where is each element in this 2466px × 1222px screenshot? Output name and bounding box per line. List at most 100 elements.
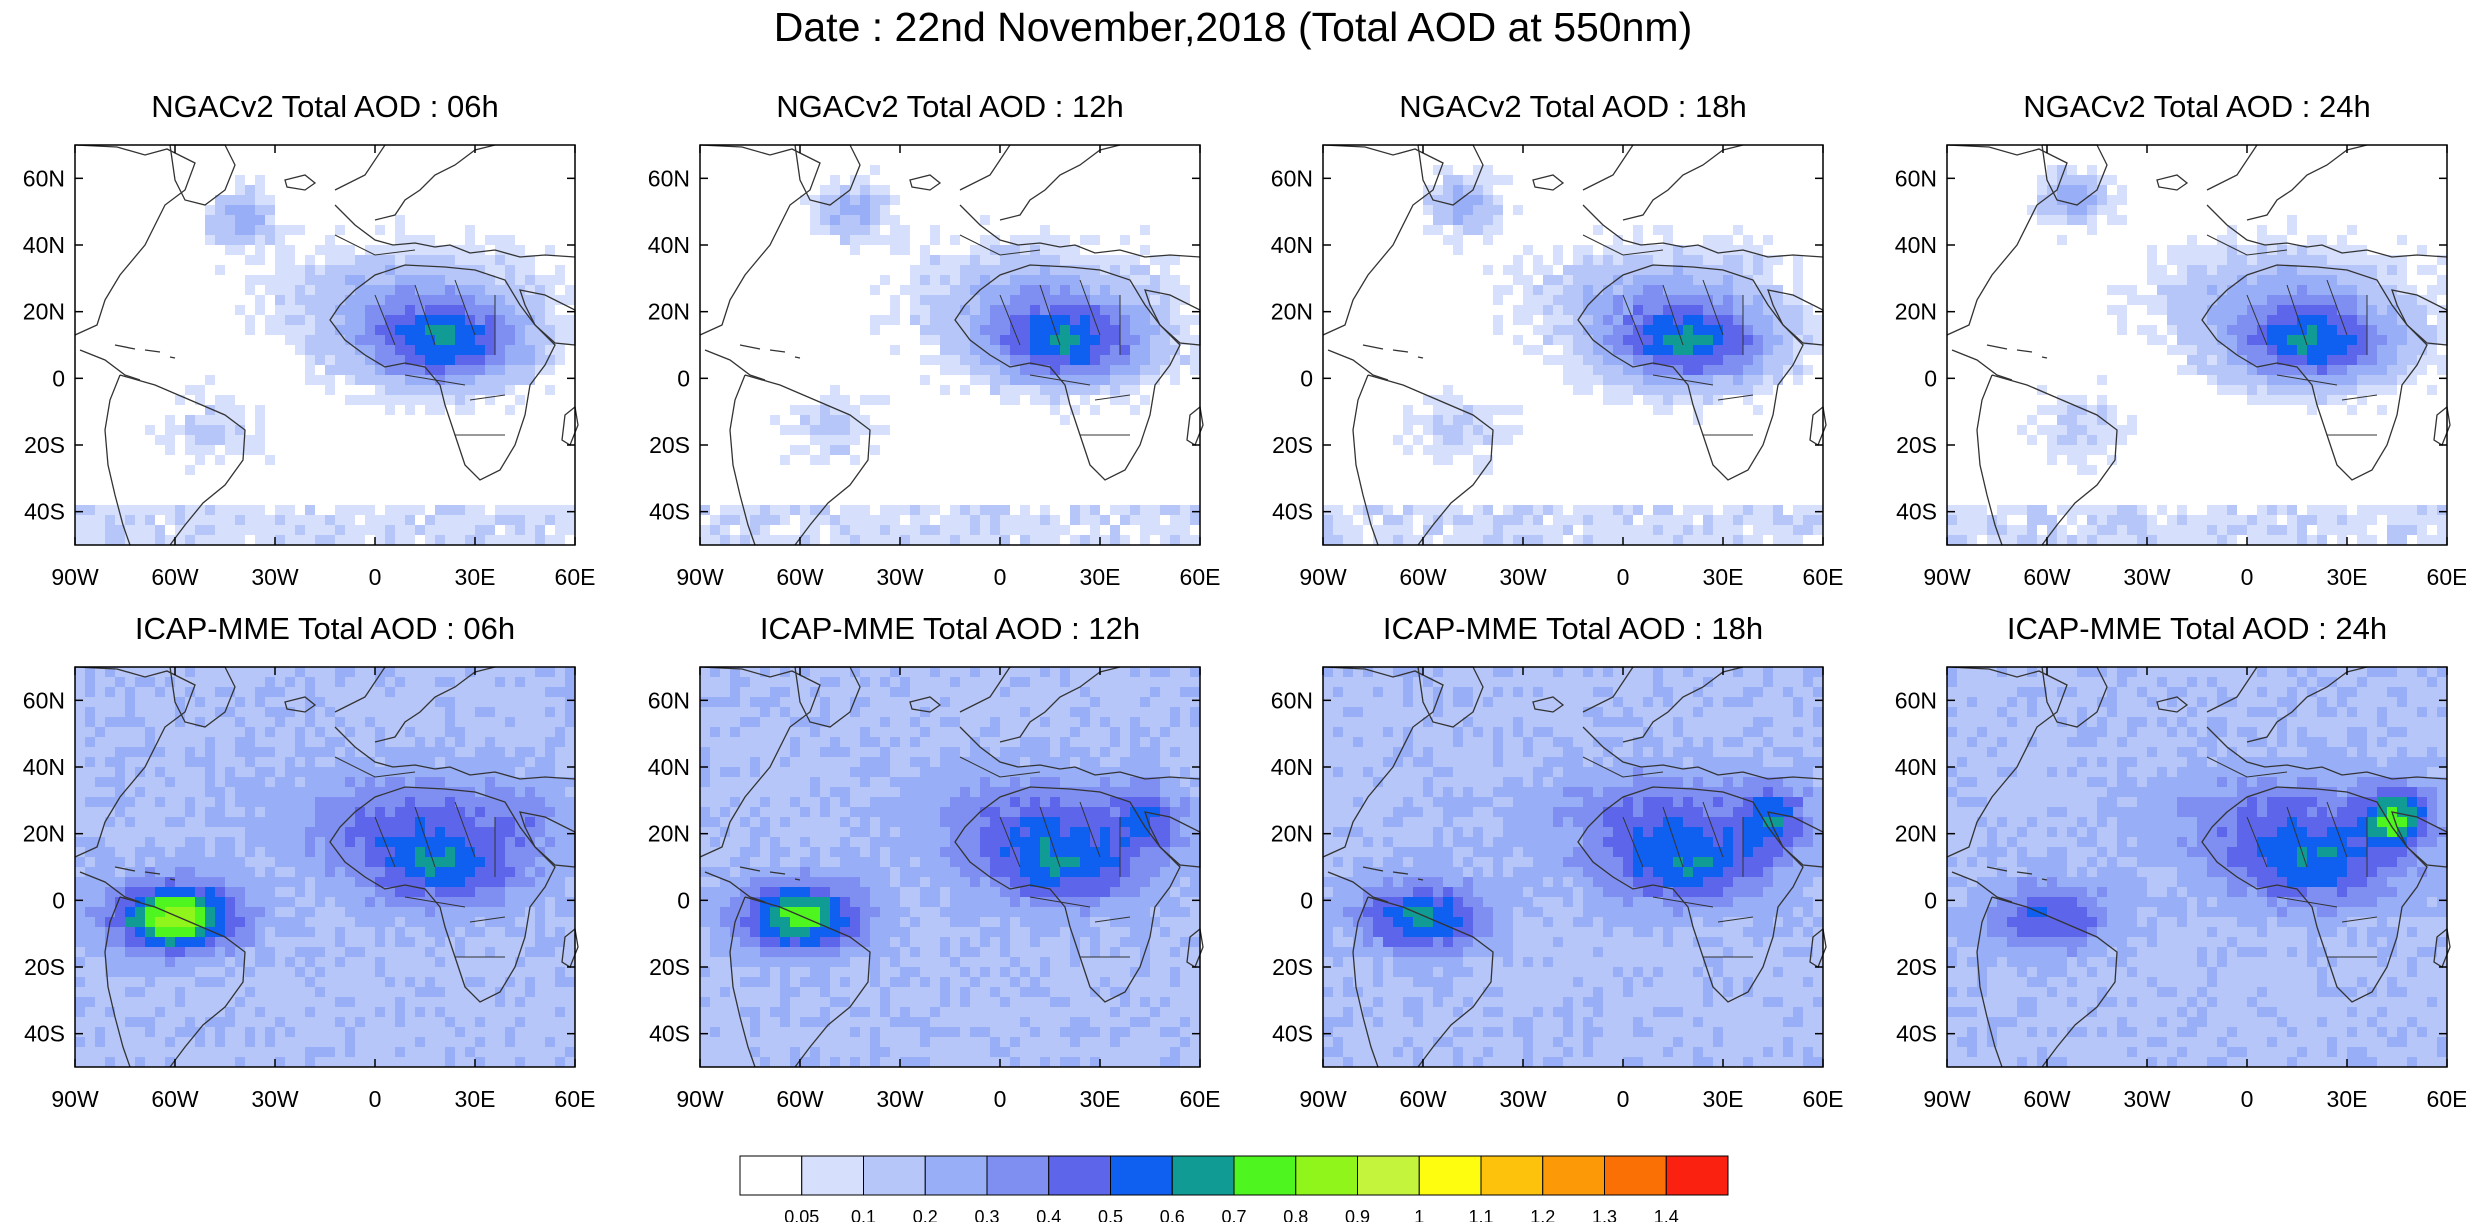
lat-tick-label: 40N	[1271, 754, 1313, 780]
lat-tick-label: 40S	[24, 499, 65, 525]
lat-tick-label: 60N	[23, 165, 65, 191]
lon-tick-label: 0	[994, 564, 1007, 590]
colorbar-swatch	[801, 1155, 864, 1196]
lat-tick-label: 40N	[1271, 232, 1313, 258]
colorbar-label: 0.1	[851, 1207, 876, 1222]
lon-tick-label: 0	[2241, 564, 2254, 590]
panel-title: NGACv2 Total AOD : 06h	[151, 89, 499, 124]
colorbar-swatch	[924, 1155, 988, 1196]
lon-tick-label: 90W	[1299, 1086, 1347, 1112]
lon-tick-label: 90W	[51, 564, 99, 590]
lon-tick-label: 30E	[1080, 1086, 1121, 1112]
lon-tick-label: 90W	[1923, 564, 1971, 590]
panel-title: ICAP-MME Total AOD : 18h	[1382, 611, 1764, 646]
aod-field	[1323, 667, 1823, 1067]
lon-tick-label: 90W	[1923, 1086, 1971, 1112]
lon-tick-label: 60E	[1803, 564, 1844, 590]
aod-map-panel: 90W 60W 30W 0 30E 60E 60N 40N 20N 0 20S 40S	[1895, 666, 2466, 1112]
lat-tick-label: 40S	[1896, 499, 1937, 525]
aod-map-panel: 90W 60W 30W 0 30E 60E 60N 40N 20N 0 20S 40S	[1271, 144, 1843, 590]
lon-tick-label: 90W	[676, 564, 724, 590]
aod-map-panel: 90W 60W 30W 0 30E 60E 60N 40N 20N 0 20S 40S	[23, 144, 595, 590]
lon-tick-label: 0	[1617, 564, 1630, 590]
lon-tick-label: 30W	[2123, 564, 2171, 590]
map-frame	[74, 144, 576, 546]
map-frame	[74, 666, 576, 1068]
map-frame	[1322, 666, 1824, 1068]
map-frame	[1946, 144, 2448, 546]
lat-tick-label: 20N	[648, 299, 690, 325]
lat-tick-label: 20N	[23, 821, 65, 847]
lat-tick-label: 0	[52, 887, 65, 913]
lat-tick-label: 40N	[1895, 232, 1937, 258]
map-frame	[1946, 666, 2448, 1068]
panel-title: ICAP-MME Total AOD : 06h	[134, 611, 516, 646]
lat-tick-label: 40S	[24, 1021, 65, 1047]
lat-tick-label: 60N	[1895, 165, 1937, 191]
lon-tick-label: 30W	[876, 1086, 924, 1112]
colorbar-swatch	[1357, 1155, 1420, 1196]
panel-title: NGACv2 Total AOD : 24h	[2023, 89, 2371, 124]
lon-tick-label: 60W	[2023, 1086, 2071, 1112]
lon-tick-label: 0	[369, 1086, 382, 1112]
colorbar-label: 1	[1414, 1207, 1424, 1222]
colorbar-swatch	[1480, 1155, 1544, 1196]
lat-tick-label: 40S	[649, 499, 690, 525]
colorbar-swatch	[1665, 1155, 1729, 1196]
lat-tick-label: 20S	[1272, 954, 1313, 980]
lat-tick-label: 20N	[648, 821, 690, 847]
lat-tick-label: 40S	[1896, 1021, 1937, 1047]
lat-tick-label: 40N	[648, 754, 690, 780]
lat-tick-label: 20N	[1271, 299, 1313, 325]
lon-tick-label: 30E	[1703, 1086, 1744, 1112]
colorbar-label: 0.5	[1098, 1207, 1123, 1222]
lon-tick-label: 90W	[1299, 564, 1347, 590]
colorbar-label: 1.4	[1654, 1207, 1679, 1222]
colorbar-swatch	[1048, 1155, 1111, 1196]
lon-tick-label: 30E	[1703, 564, 1744, 590]
lat-tick-label: 60N	[1271, 165, 1313, 191]
lat-tick-label: 0	[677, 365, 690, 391]
lon-tick-label: 30W	[876, 564, 924, 590]
lon-tick-label: 60E	[1803, 1086, 1844, 1112]
lat-tick-label: 40S	[1272, 499, 1313, 525]
lon-tick-label: 60W	[2023, 564, 2071, 590]
panel-title: NGACv2 Total AOD : 18h	[1399, 89, 1747, 124]
aod-field	[75, 175, 575, 545]
lat-tick-label: 20S	[1896, 954, 1937, 980]
colorbar-swatch	[986, 1155, 1050, 1196]
lat-tick-label: 60N	[648, 165, 690, 191]
lat-tick-label: 0	[677, 887, 690, 913]
lat-tick-label: 20S	[24, 432, 65, 458]
lon-tick-label: 0	[994, 1086, 1007, 1112]
map-frame	[699, 666, 1201, 1068]
colorbar-swatch	[1604, 1155, 1667, 1196]
colorbar-label: 0.8	[1283, 1207, 1308, 1222]
lat-tick-label: 0	[1924, 887, 1937, 913]
lon-tick-label: 90W	[676, 1086, 724, 1112]
colorbar-label: 0.3	[974, 1207, 999, 1222]
aod-field	[1323, 165, 1823, 545]
lon-tick-label: 30E	[2327, 1086, 2368, 1112]
lat-tick-label: 60N	[1895, 687, 1937, 713]
colorbar-label: 0.4	[1036, 1207, 1061, 1222]
panel-title: ICAP-MME Total AOD : 24h	[2006, 611, 2388, 646]
lon-tick-label: 60E	[1180, 564, 1221, 590]
aod-map-panel: 90W 60W 30W 0 30E 60E 60N 40N 20N 0 20S 40S	[1895, 144, 2466, 590]
main-title: Date : 22nd November,2018 (Total AOD at …	[773, 4, 1693, 50]
colorbar-label: 0.9	[1345, 1207, 1370, 1222]
aod-map-panel: 90W 60W 30W 0 30E 60E 60N 40N 20N 0 20S 40S	[648, 144, 1220, 590]
aod-field	[1947, 667, 2447, 1067]
lon-tick-label: 30W	[251, 1086, 299, 1112]
colorbar-swatch	[1110, 1155, 1173, 1196]
lon-tick-label: 30W	[1499, 1086, 1547, 1112]
lat-tick-label: 60N	[1271, 687, 1313, 713]
lat-tick-label: 60N	[23, 687, 65, 713]
colorbar-swatch	[1295, 1155, 1358, 1196]
colorbar-swatch	[1542, 1155, 1605, 1196]
aod-field	[700, 165, 1200, 545]
lat-tick-label: 40S	[1272, 1021, 1313, 1047]
lat-tick-label: 40N	[648, 232, 690, 258]
aod-field	[1947, 165, 2447, 545]
